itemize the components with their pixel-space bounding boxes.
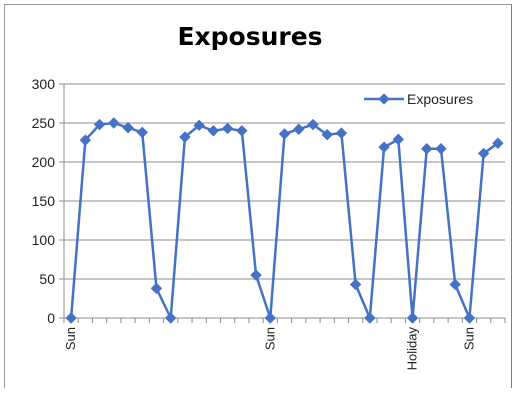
y-tick-label-2: 100 (32, 232, 56, 248)
grid-lines (64, 83, 505, 280)
data-point-1 (79, 134, 92, 146)
data-point-16 (293, 123, 305, 135)
series-line (69, 121, 499, 320)
data-point-11 (221, 122, 234, 135)
data-point-3 (108, 117, 120, 129)
y-tick-label-1: 50 (39, 271, 55, 287)
data-point-24 (406, 312, 419, 324)
data-point-7 (164, 312, 177, 324)
y-tick-label-3: 150 (32, 193, 56, 209)
x-tick-label-1: Sun (262, 327, 277, 350)
data-point-23 (392, 133, 405, 146)
data-point-13 (250, 269, 262, 281)
data-point-6 (150, 282, 163, 295)
series-exposures (65, 117, 504, 324)
legend-marker (378, 93, 390, 105)
data-point-29 (477, 147, 490, 160)
y-tick-label-5: 250 (32, 115, 56, 131)
y-tick-label-0: 0 (47, 310, 55, 326)
x-tick-label-0: Sun (63, 327, 78, 350)
data-point-12 (236, 125, 248, 137)
data-point-27 (449, 278, 461, 291)
data-point-25 (421, 143, 433, 155)
data-point-14 (264, 312, 276, 324)
chart-title: Exposures (177, 22, 323, 51)
data-point-20 (349, 278, 362, 291)
x-tick-label-2: Holiday (405, 327, 420, 371)
chart-frame (4, 4, 512, 388)
legend: Exposures (364, 91, 473, 107)
data-point-28 (463, 312, 476, 324)
data-point-9 (193, 119, 205, 132)
data-point-26 (435, 143, 447, 155)
data-point-21 (364, 312, 376, 324)
data-point-18 (321, 128, 333, 141)
data-point-15 (278, 128, 291, 140)
x-axis: Sun Sun Holiday Sun (63, 317, 506, 371)
data-point-19 (335, 127, 348, 139)
data-point-5 (136, 126, 148, 139)
data-point-0 (65, 312, 77, 324)
data-point-10 (207, 125, 220, 137)
y-tick-label-6: 300 (32, 76, 56, 92)
x-tick-label-3: Sun (461, 327, 476, 350)
legend-label: Exposures (407, 91, 473, 107)
data-point-22 (378, 141, 390, 153)
data-point-4 (122, 121, 134, 134)
data-point-17 (307, 118, 319, 131)
data-point-30 (492, 137, 504, 149)
data-point-2 (93, 118, 106, 131)
y-tick-label-4: 200 (32, 154, 56, 170)
y-axis: 0 50 100 150 200 250 300 (32, 76, 65, 326)
data-point-8 (179, 131, 191, 143)
